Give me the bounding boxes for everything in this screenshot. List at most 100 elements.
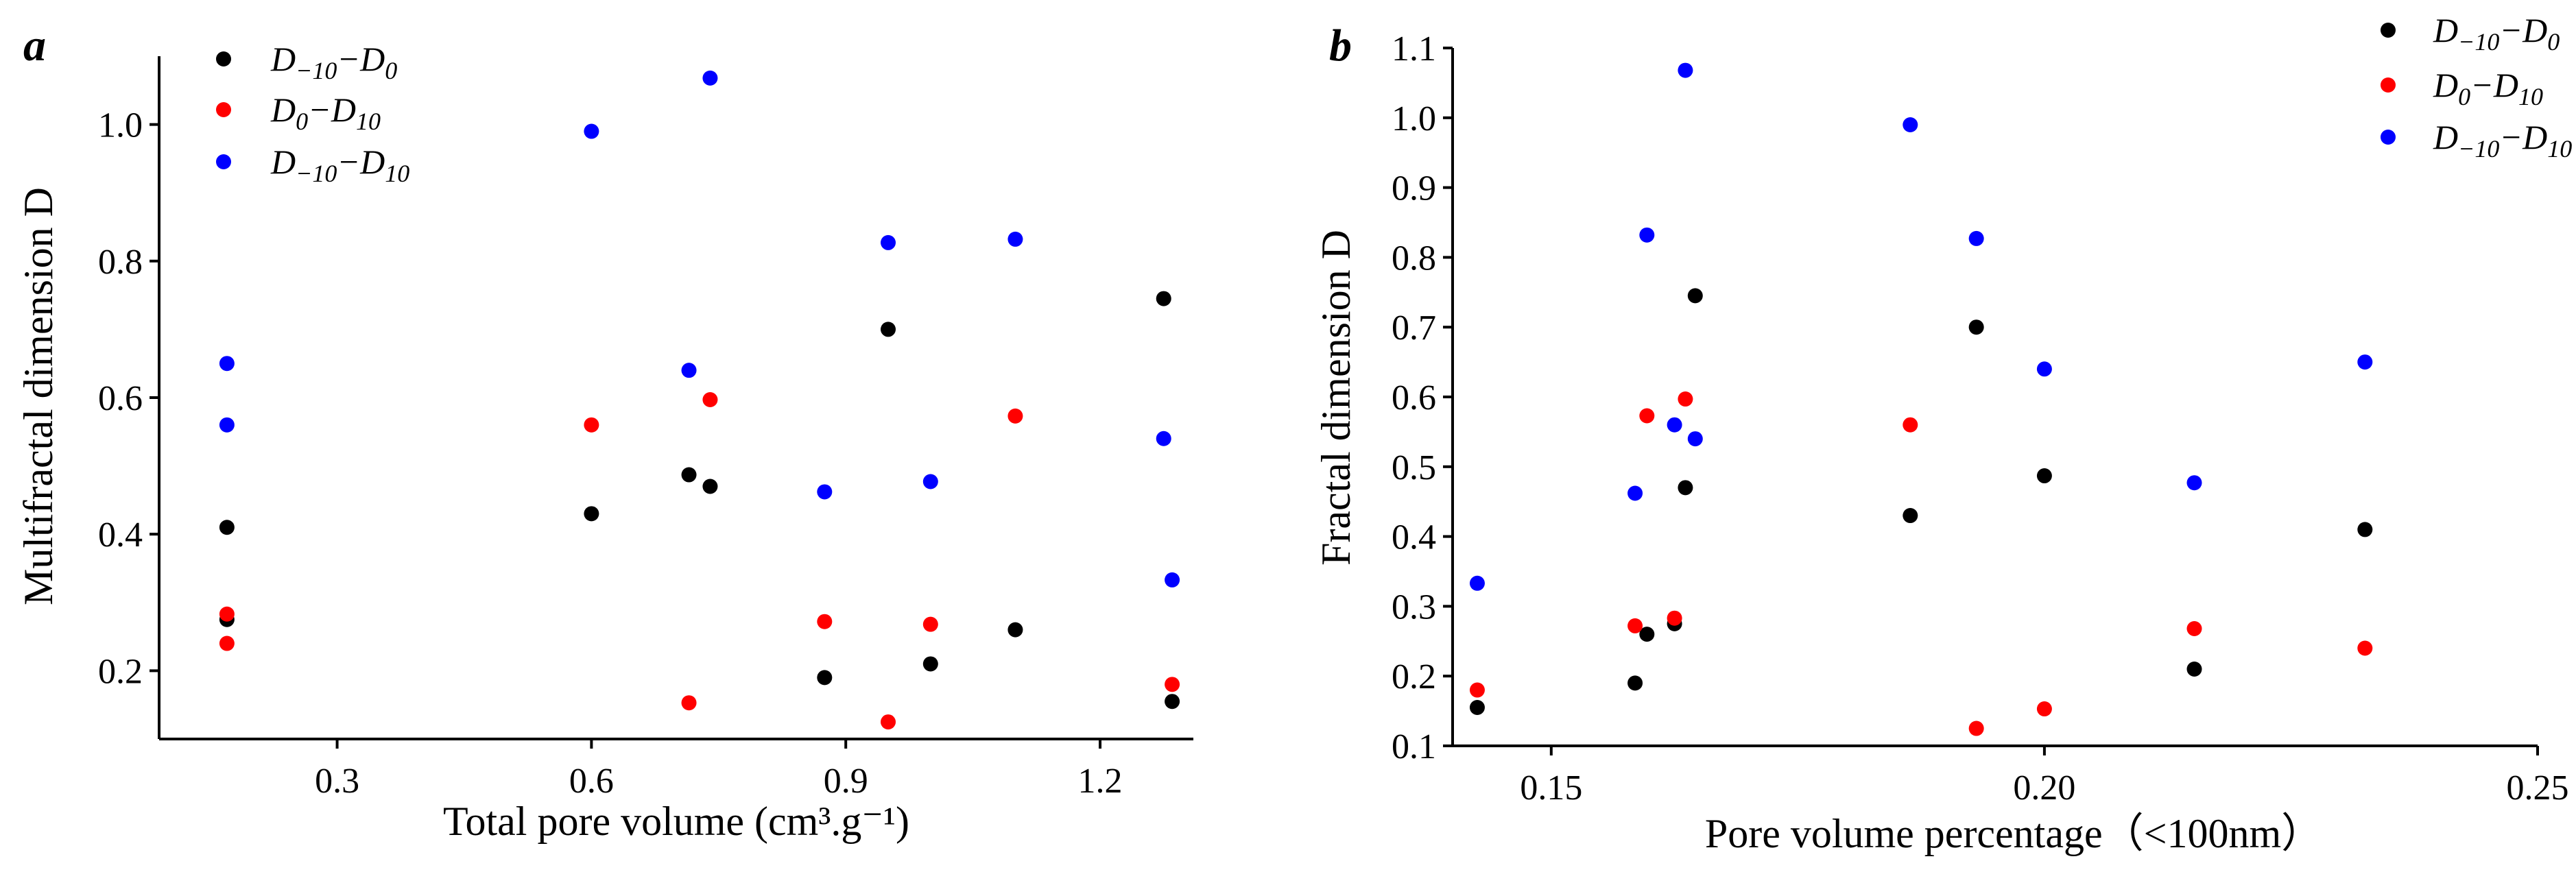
legend-a-marker-blue [216,154,231,169]
panel-b-point-series-2 [1470,683,1485,698]
panel-a-point-series-2 [1007,409,1023,424]
panel-a-legend: D−10−D0 D0−D10 D−10−D10 [216,40,409,187]
figure: a 0.2 0.4 0.6 0.8 1.0 0.3 0.6 0.9 1.2 Total por… [0,0,2576,872]
panel-a-point-series-3 [1165,572,1180,588]
legend-b-label-3: D−10−D10 [2433,118,2572,162]
panel-a-chart: a 0.2 0.4 0.6 0.8 1.0 0.3 0.6 0.9 1.2 Total por… [16,21,1193,844]
panel-a-point-series-2 [1165,677,1180,692]
panel-a-point-series-3 [219,356,235,371]
panel-a-point-series-2 [817,614,832,629]
panel-b-x-tick-label: 0.20 [2013,768,2075,808]
panel-a-y-tick-label: 0.4 [98,516,143,555]
legend-a-marker-black [216,51,231,66]
panel-b-point-series-3 [1470,576,1485,591]
panel-a-x-ticks: 0.3 0.6 0.9 1.2 [315,739,1122,801]
panel-b-point-series-2 [1639,408,1654,423]
panel-a-point-series-1 [1156,291,1171,306]
panel-b-point-series-2 [1667,611,1682,626]
panel-a-point-series-3 [881,235,896,250]
panel-b-x-axis-title: Pore volume percentage（<100nm） [1705,811,2322,856]
panel-b-chart: b 0.1 0.2 0.3 0.4 0.5 0.6 0.7 0.8 0.9 1.0 1.1 0.15… [1313,11,2572,856]
panel-b-y-tick-label: 0.2 [1392,657,1436,697]
legend-b-label-2: D0−D10 [2433,66,2543,110]
panel-b-y-axis-title: Fractal dimension D [1313,230,1359,566]
panel-b-y-tick-label: 0.1 [1392,727,1436,766]
panel-b-point-series-3 [1688,431,1703,446]
legend-a-marker-red [216,102,231,117]
panel-b-point-series-1 [1678,480,1693,495]
panel-b-letter: b [1329,21,1352,71]
panel-b-y-tick-label: 0.6 [1392,378,1436,417]
panel-b-point-series-3 [1678,63,1693,78]
panel-b-points [1470,63,2372,736]
panel-b-point-series-3 [2187,475,2202,490]
panel-a-point-series-1 [1165,694,1180,709]
panel-a-point-series-1 [584,506,599,521]
panel-a-point-series-1 [923,656,938,671]
legend-a-label-3: D−10−D10 [270,143,409,187]
panel-b-point-series-2 [2357,640,2372,655]
panel-b-point-series-2 [1969,721,1984,736]
panel-b-y-tick-label: 0.7 [1392,308,1436,348]
panel-b-point-series-1 [2037,468,2052,483]
panel-b-point-series-3 [1639,228,1654,243]
panel-a-point-series-3 [584,124,599,139]
panel-a-x-tick-label: 0.9 [824,762,868,801]
legend-a-label-1: D−10−D0 [270,40,397,84]
panel-b-point-series-1 [1688,288,1703,303]
panel-a-point-series-2 [923,617,938,632]
panel-a-point-series-1 [1007,622,1023,638]
panel-b-y-tick-label: 0.3 [1392,588,1436,627]
panel-b-point-series-2 [1678,391,1693,407]
panel-b-y-tick-label: 0.9 [1392,169,1436,208]
panel-b-y-tick-label: 0.8 [1392,239,1436,278]
panel-b-legend: D−10−D0 D0−D10 D−10−D10 [2381,11,2572,162]
panel-a-point-series-3 [817,484,832,499]
panel-a-x-tick-label: 0.3 [315,762,359,801]
panel-a-point-series-2 [584,417,599,433]
panel-b-y-ticks: 0.1 0.2 0.3 0.4 0.5 0.6 0.7 0.8 0.9 1.0 1.1 [1392,29,1453,766]
legend-b-label-1: D−10−D0 [2433,11,2560,56]
panel-b-point-series-3 [1627,485,1643,500]
panel-b-point-series-3 [2037,361,2052,376]
panel-b-point-series-3 [1969,231,1984,246]
panel-b-y-tick-label: 0.4 [1392,518,1436,557]
panel-a-y-ticks: 0.2 0.4 0.6 0.8 1.0 [98,106,159,692]
legend-b-marker-blue [2381,130,2396,145]
legend-b-marker-red [2381,77,2396,93]
panel-b-point-series-3 [1903,117,1918,132]
panel-a-point-series-2 [219,607,235,622]
panel-a-letter: a [23,21,46,71]
panel-a-y-axis-title: Multifractal dimension D [16,187,61,605]
panel-a-x-tick-label: 1.2 [1078,762,1123,801]
panel-a-x-axis-title: Total pore volume (cm³.g⁻¹) [443,799,909,844]
panel-a-point-series-2 [219,636,235,651]
panel-a-point-series-3 [219,417,235,433]
panel-a-point-series-2 [881,714,896,729]
panel-b-point-series-1 [1969,319,1984,335]
panel-a-point-series-1 [219,520,235,535]
panel-a-y-tick-label: 0.2 [98,652,143,691]
panel-b-point-series-1 [2357,522,2372,537]
panel-b-point-series-2 [2037,701,2052,716]
panel-a-point-series-2 [702,392,717,407]
panel-a-point-series-3 [1156,431,1171,446]
panel-a-point-series-3 [923,474,938,489]
panel-b-y-tick-label: 1.1 [1392,29,1436,69]
panel-b-point-series-1 [2187,662,2202,677]
panel-b-x-tick-label: 0.25 [2507,768,2569,808]
panel-a-point-series-1 [881,322,896,337]
legend-b-marker-black [2381,23,2396,38]
panel-a-point-series-3 [682,363,697,378]
panel-a-point-series-1 [702,479,717,494]
panel-b-point-series-2 [1627,618,1643,633]
panel-a-point-series-1 [817,670,832,685]
panel-b-point-series-2 [1903,417,1918,433]
panel-a-point-series-2 [682,695,697,710]
panel-a-y-tick-label: 0.6 [98,379,143,418]
panel-a-point-series-1 [682,468,697,483]
panel-b-y-tick-label: 0.5 [1392,448,1436,487]
panel-b-point-series-1 [1903,508,1918,523]
panel-b-x-ticks: 0.15 0.20 0.25 [1520,746,2568,808]
panel-a-y-tick-label: 1.0 [98,106,143,145]
